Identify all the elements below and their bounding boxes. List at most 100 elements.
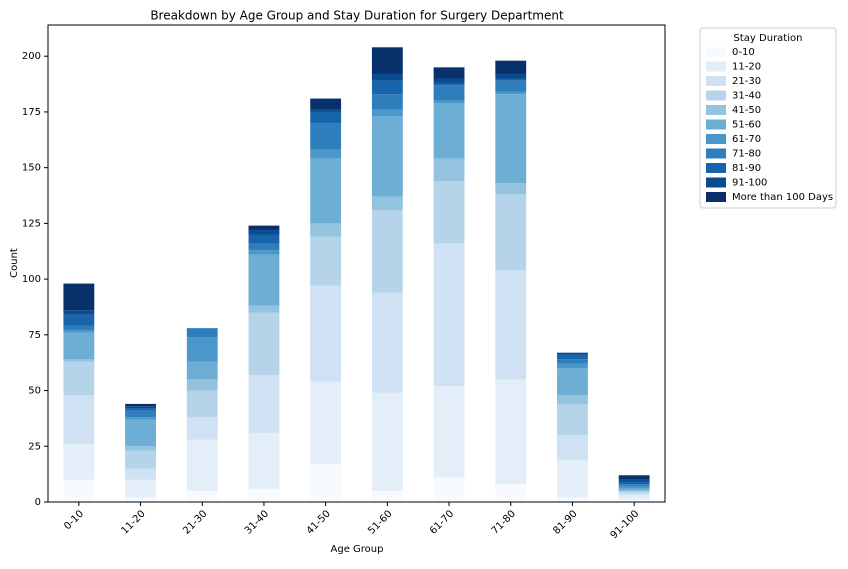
bar-segment xyxy=(433,100,465,104)
bar-segment xyxy=(618,493,650,496)
legend-label: 71-80 xyxy=(732,149,761,160)
bar-segment xyxy=(63,332,95,360)
bar-segment xyxy=(495,379,527,485)
bar-segment xyxy=(371,292,403,393)
x-tick-label: 41-50 xyxy=(305,508,333,536)
y-tick-label: 150 xyxy=(22,163,41,174)
bar-segment xyxy=(310,285,342,382)
bar-segment xyxy=(63,444,95,480)
legend-label: 0-10 xyxy=(732,47,755,58)
bar-segment xyxy=(557,435,588,460)
bar-segment xyxy=(433,477,465,502)
bar-segment xyxy=(495,94,527,184)
bar-segment xyxy=(433,386,465,478)
y-tick-label: 200 xyxy=(22,51,41,62)
bar-segment xyxy=(310,236,342,286)
legend-swatch xyxy=(706,134,726,144)
bar-segment xyxy=(125,450,156,469)
bar-segment xyxy=(618,490,650,494)
bar-segment xyxy=(186,328,218,338)
bar-segment xyxy=(248,374,280,433)
bar-segment xyxy=(248,250,280,255)
x-tick-label: 71-80 xyxy=(490,508,518,536)
bar-segment xyxy=(618,495,650,500)
x-tick-label: 61-70 xyxy=(428,508,456,536)
bar-segment xyxy=(371,392,403,491)
legend-swatch xyxy=(706,61,726,72)
bar-segment xyxy=(557,352,588,355)
legend-swatch xyxy=(706,119,726,130)
legend-label: More than 100 Days xyxy=(732,192,833,203)
y-axis-label: Count xyxy=(9,248,20,278)
bar-segment xyxy=(618,481,650,485)
bar-segment xyxy=(125,419,156,447)
bar-segment xyxy=(371,80,403,95)
bar-segment xyxy=(618,484,650,487)
bar-segment xyxy=(371,109,403,117)
bar-segment xyxy=(433,181,465,244)
bar-segment xyxy=(557,363,588,369)
x-tick-label: 21-30 xyxy=(181,508,209,536)
bar-segment xyxy=(371,116,403,197)
y-tick-label: 50 xyxy=(28,386,41,397)
bar-segment xyxy=(495,91,527,95)
y-tick-label: 100 xyxy=(22,274,41,285)
bar-segment xyxy=(557,395,588,404)
bar-segment xyxy=(63,361,95,396)
bar-segment xyxy=(310,98,342,110)
legend-label: 21-30 xyxy=(732,76,761,87)
bar-segment xyxy=(248,234,280,244)
legend-label: 91-100 xyxy=(732,178,767,189)
bar-segment xyxy=(125,406,156,409)
bar-segment xyxy=(63,395,95,445)
legend-swatch xyxy=(706,163,726,173)
bar-segment xyxy=(186,390,218,418)
x-tick-label: 51-60 xyxy=(366,508,394,536)
bar-segment xyxy=(371,196,403,211)
bar-segment xyxy=(125,468,156,480)
bar-segment xyxy=(248,312,280,375)
bar-segment xyxy=(433,78,465,83)
bar-segment xyxy=(248,254,280,306)
bar-segment xyxy=(557,368,588,396)
legend-label: 11-20 xyxy=(732,62,761,73)
bar-segment xyxy=(618,479,650,482)
legend-swatch xyxy=(706,76,726,86)
bar-segment xyxy=(557,459,588,498)
bar-segment xyxy=(125,408,156,411)
legend-swatch xyxy=(706,192,726,202)
bar-segment xyxy=(248,432,280,489)
x-tick-label: 91-100 xyxy=(609,508,642,541)
bar-segment xyxy=(125,446,156,451)
bar-segment xyxy=(495,183,527,195)
bar-segment xyxy=(371,74,403,81)
bar-segment xyxy=(310,464,342,502)
bar-segment xyxy=(125,410,156,418)
legend-title: Stay Duration xyxy=(734,33,803,44)
y-tick-label: 75 xyxy=(28,330,41,341)
bar-segment xyxy=(557,403,588,436)
bar-segment xyxy=(310,158,342,224)
bar-segment xyxy=(495,80,527,92)
legend-box xyxy=(699,27,837,209)
legend-swatch xyxy=(706,105,726,115)
legend-swatch xyxy=(706,148,726,159)
bar-segment xyxy=(248,305,280,313)
legend-label: 61-70 xyxy=(732,134,761,145)
bar-segment xyxy=(618,475,650,480)
plot-frame xyxy=(47,24,666,503)
bar-segment xyxy=(495,194,527,271)
bar-segment xyxy=(433,67,465,79)
bar-segment xyxy=(495,60,527,75)
x-tick-label: 0-10 xyxy=(62,508,86,532)
legend-label: 31-40 xyxy=(732,91,761,102)
bar-segment xyxy=(495,78,527,81)
x-tick-label: 81-90 xyxy=(551,508,579,536)
bar-segment xyxy=(495,74,527,79)
bar-segment xyxy=(557,359,588,364)
legend-label: 81-90 xyxy=(732,163,761,174)
bar-segment xyxy=(618,488,650,491)
bar-segment xyxy=(186,337,218,362)
bar-segment xyxy=(618,486,650,489)
